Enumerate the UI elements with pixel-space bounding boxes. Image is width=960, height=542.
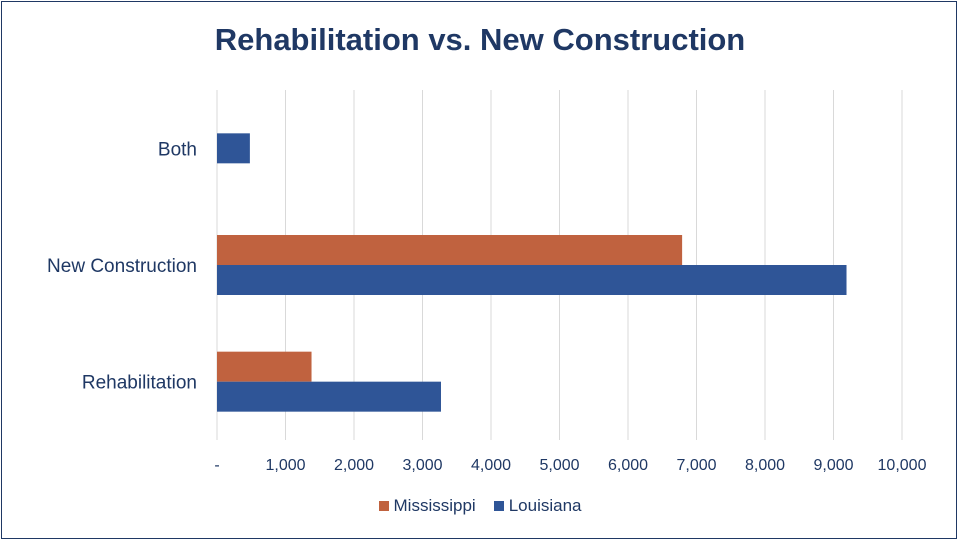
x-tick-label: 7,000 <box>676 457 716 474</box>
chart-title: Rehabilitation vs. New Construction <box>214 22 746 57</box>
x-tick-label: 5,000 <box>539 457 579 474</box>
x-tick-label: 10,000 <box>878 457 927 474</box>
x-tick-label: 1,000 <box>265 457 305 474</box>
x-tick-label: 2,000 <box>334 457 374 474</box>
bar-louisiana-both <box>217 133 250 164</box>
x-tick-label: 6,000 <box>608 457 648 474</box>
x-tick-label: - <box>214 457 219 474</box>
bar-mississippi-new-construction <box>217 235 683 265</box>
x-tick-label: 3,000 <box>402 457 442 474</box>
legend-item: Louisiana <box>493 496 582 516</box>
category-label: Rehabilitation <box>82 373 197 394</box>
legend: Mississippi Louisiana <box>0 496 960 516</box>
x-tick-label: 8,000 <box>745 457 785 474</box>
x-tick-label: 9,000 <box>813 457 853 474</box>
legend-item: Mississippi <box>378 496 476 516</box>
legend-swatch <box>493 501 504 511</box>
bar-mississippi-rehabilitation <box>217 351 312 382</box>
legend-label: Louisiana <box>508 496 582 515</box>
x-tick-label: 4,000 <box>471 457 511 474</box>
bar-louisiana-new-construction <box>217 265 847 295</box>
category-label: Both <box>158 139 197 160</box>
category-label: New Construction <box>47 256 197 277</box>
bar-louisiana-rehabilitation <box>217 381 441 412</box>
legend-swatch <box>378 501 389 511</box>
legend-label: Mississippi <box>393 496 476 515</box>
